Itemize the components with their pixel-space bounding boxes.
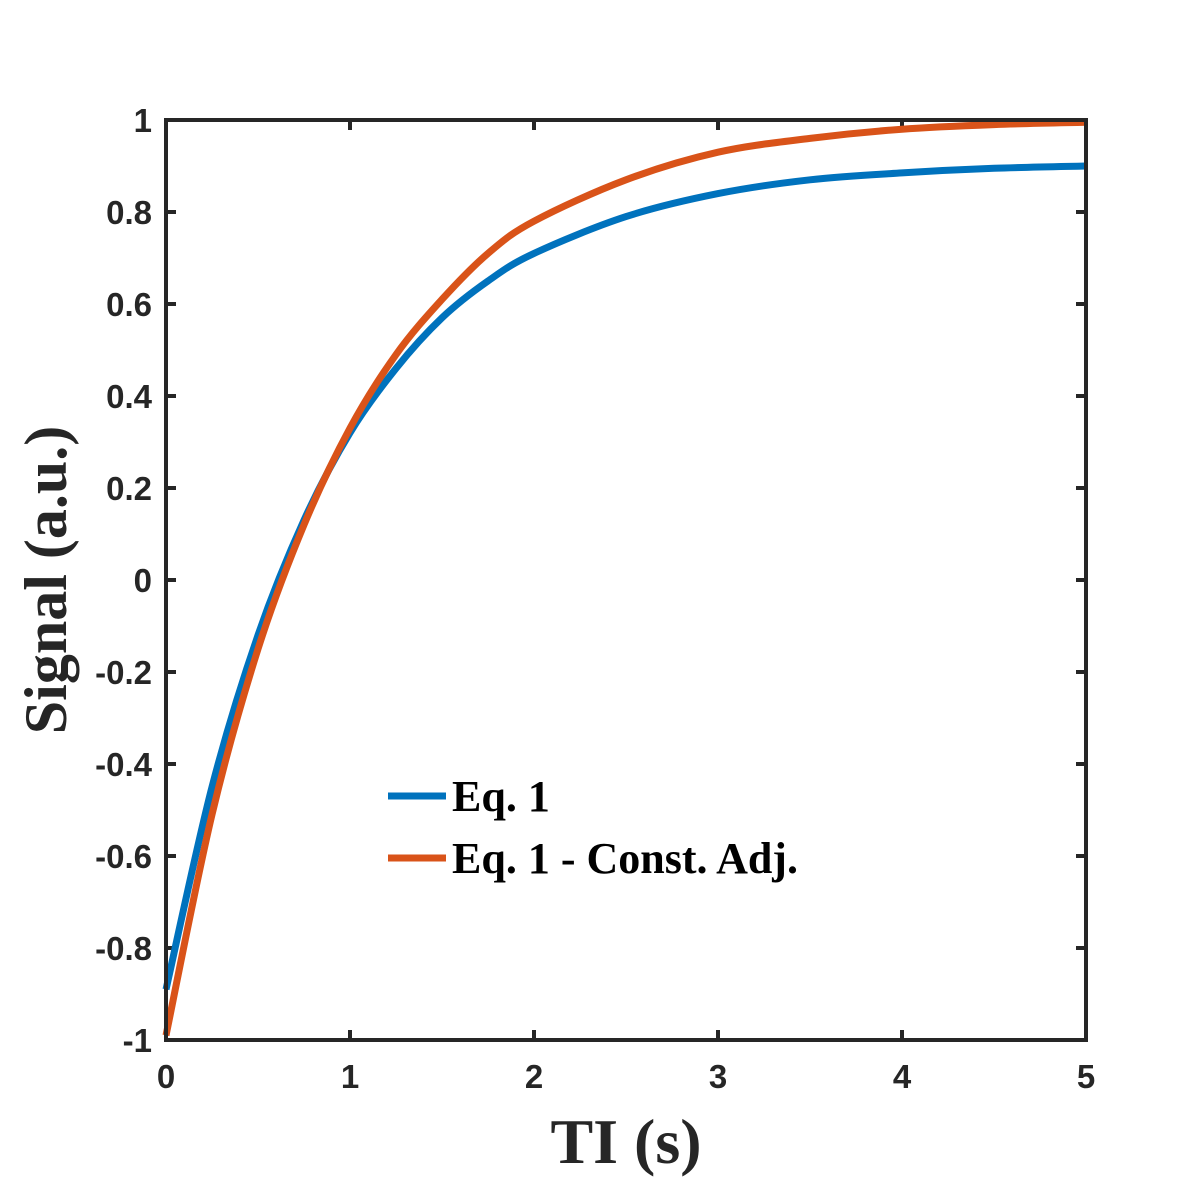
y-axis-title: Signal (a.u.) [13,426,79,734]
x-axis-title: TI (s) [550,1106,701,1177]
legend-label: Eq. 1 - Const. Adj. [452,834,798,883]
y-tick-label: 0.8 [106,194,152,231]
tick-labels: 0 1 2 3 4 5 -1 -0.8 -0.6 -0.4 -0.2 0 0.2 0.4 0.6 0.8 1 [95,102,1095,1095]
x-tick-label: 3 [709,1058,727,1095]
x-tick-label: 0 [157,1058,175,1095]
series-line-2 [162,118,1087,1037]
series-line-1 [162,162,1087,991]
legend: Eq. 1 Eq. 1 - Const. Adj. [388,772,798,883]
y-tick-label: -0.2 [95,654,152,691]
y-tick-label: 0.6 [106,286,152,323]
y-tick-label: -1 [123,1022,152,1059]
y-tick-label: 1 [134,102,152,139]
y-tick-label: 0.4 [106,378,153,415]
x-tick-label: 2 [525,1058,543,1095]
x-tick-label: 5 [1077,1058,1095,1095]
x-tick-label: 1 [341,1058,359,1095]
series-lines [162,118,1087,1037]
axis-ticks [164,118,1088,1042]
y-tick-label: 0.2 [106,470,152,507]
legend-label: Eq. 1 [452,772,550,821]
y-tick-label: 0 [134,562,152,599]
y-tick-label: -0.4 [95,746,153,783]
y-tick-label: -0.8 [95,930,152,967]
y-tick-label: -0.6 [95,838,152,875]
plot-frame [164,118,1088,1042]
x-tick-label: 4 [893,1058,912,1095]
